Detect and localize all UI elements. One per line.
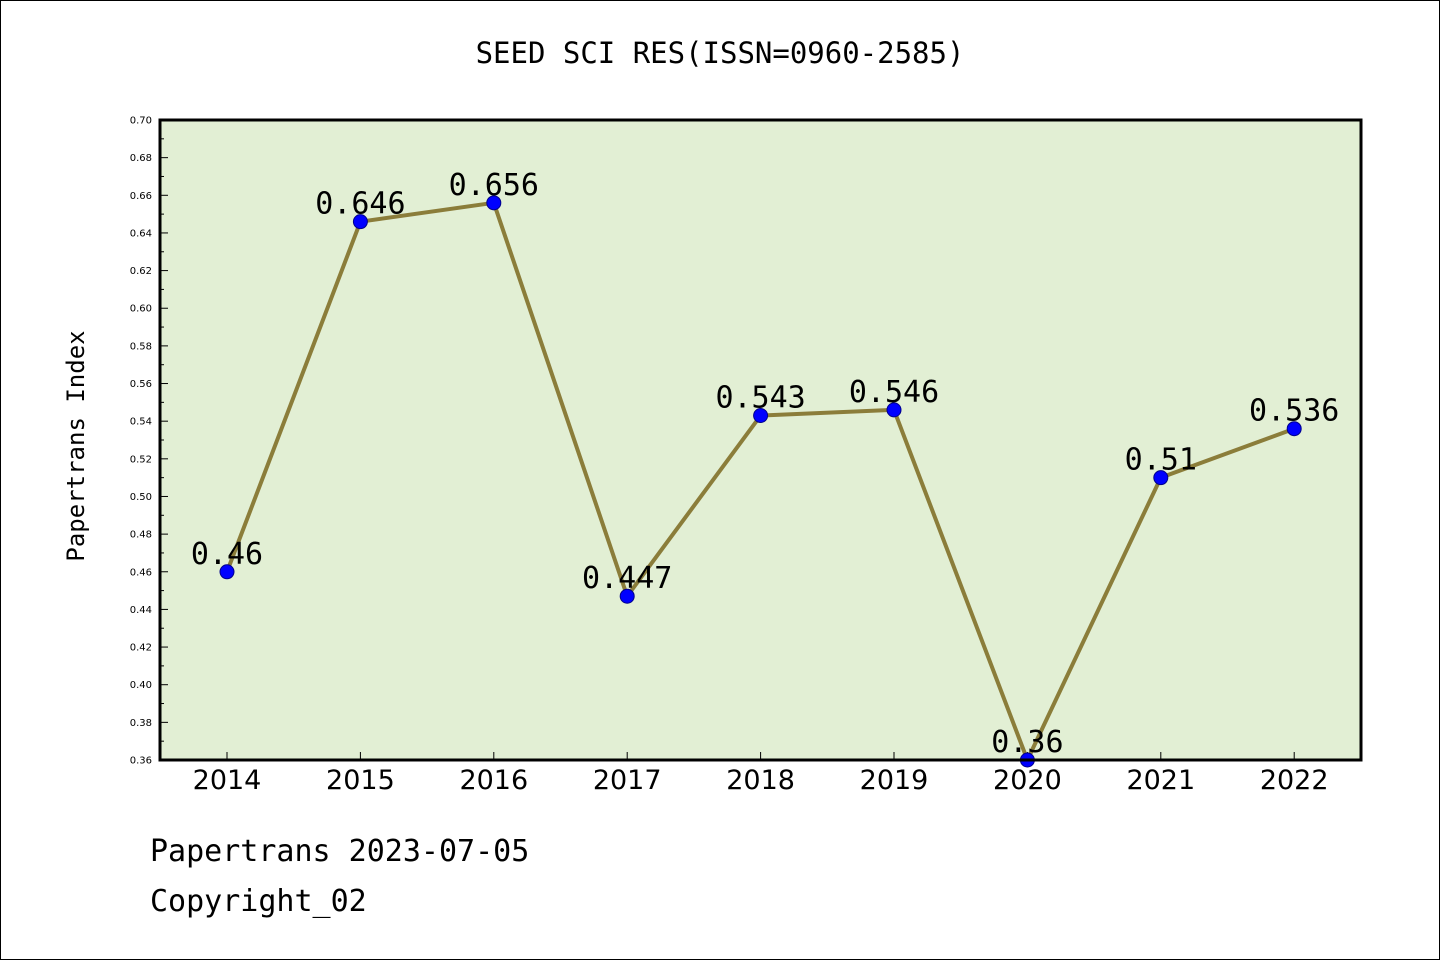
x-tick-label: 2016 [459,765,528,796]
y-tick-label: 0.38 [130,718,152,729]
y-tick-label: 0.60 [130,304,152,315]
data-point [1286,421,1302,437]
data-label: 0.46 [191,537,263,572]
series-layer [219,195,1302,768]
data-point [886,402,902,418]
y-tick-label: 0.40 [130,680,152,691]
y-tick-label: 0.68 [130,153,152,164]
data-point [352,214,368,230]
y-tick-label: 0.66 [130,191,152,202]
footer-copyright: Copyright_02 [150,884,367,919]
plot-border [158,118,1363,762]
x-tick-label: 2014 [193,765,262,796]
footer-date: Papertrans 2023-07-05 [150,834,530,869]
x-tick-label: 2021 [1126,765,1195,796]
y-tick-label: 0.48 [130,530,152,541]
data-point [219,564,235,580]
data-point [619,588,635,604]
y-tick-label: 0.36 [130,756,152,767]
chart-title: SEED SCI RES(ISSN=0960-2585) [475,36,965,70]
y-axis-label: Papertrans Index [62,330,90,561]
x-tick-label: 2020 [993,765,1062,796]
data-label: 0.447 [582,561,672,596]
y-tick-label: 0.52 [130,454,152,465]
x-tick-label: 2015 [326,765,395,796]
y-tick-label: 0.64 [130,228,152,239]
data-label: 0.656 [449,168,539,203]
y-tick-label: 0.56 [130,379,152,390]
data-labels-layer: 0.46 0.646 0.656 0.447 0.543 0.546 0.36 0.51 0.5… [191,168,1339,760]
data-label: 0.646 [315,187,405,222]
y-tick-label: 0.46 [130,567,152,578]
x-tick-label: 2022 [1260,765,1329,796]
y-tick-label: 0.62 [130,266,152,277]
data-label: 0.543 [715,381,805,416]
y-tick-label: 0.42 [130,643,152,654]
x-tick-label: 2018 [726,765,795,796]
x-axis-ticks: 2014 2015 2016 2017 2018 2019 2020 2021 2022 [193,752,1329,796]
y-tick-label: 0.54 [130,417,152,428]
y-tick-label: 0.58 [130,341,152,352]
data-point [1153,470,1169,486]
data-point [753,408,769,424]
data-label: 0.536 [1249,394,1339,429]
x-tick-label: 2017 [593,765,662,796]
y-axis-ticks: 0.36 0.38 0.40 0.42 0.44 0.46 0.48 0.50 0.52 0.54… [130,116,168,767]
data-point [486,195,502,211]
data-label: 0.546 [849,375,939,410]
x-tick-label: 2019 [860,765,929,796]
y-tick-label: 0.44 [130,605,152,616]
data-label: 0.36 [991,725,1063,760]
y-tick-label: 0.50 [130,492,152,503]
y-tick-label: 0.70 [130,116,152,127]
data-label: 0.51 [1125,443,1197,478]
